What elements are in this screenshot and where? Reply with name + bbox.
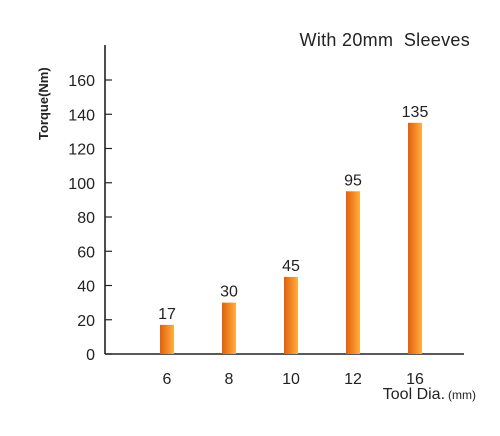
y-tick-label: 100 bbox=[68, 176, 95, 193]
bar bbox=[222, 302, 236, 354]
data-label: 17 bbox=[158, 306, 176, 323]
y-tick-label: 160 bbox=[68, 73, 95, 90]
x-axis-ticks: 6 8 10 12 16 bbox=[163, 371, 424, 388]
y-tick-label: 80 bbox=[77, 210, 95, 227]
y-tick-label: 140 bbox=[68, 107, 95, 124]
bar bbox=[284, 276, 298, 354]
data-label: 95 bbox=[344, 172, 362, 189]
y-tick-label: 0 bbox=[86, 347, 95, 364]
bar bbox=[346, 191, 360, 354]
x-tick-label: 10 bbox=[282, 371, 300, 388]
x-tick-label: 8 bbox=[225, 371, 234, 388]
x-tick-label: 16 bbox=[406, 371, 424, 388]
bars: 17 30 45 95 135 bbox=[158, 104, 428, 354]
y-tick-label: 120 bbox=[68, 142, 95, 159]
data-label: 45 bbox=[282, 258, 300, 275]
bar bbox=[160, 324, 174, 354]
data-label: 30 bbox=[220, 284, 238, 301]
chart-title: With 20mm Sleeves bbox=[299, 30, 470, 50]
y-tick-label: 60 bbox=[77, 244, 95, 261]
y-axis-ticks: 0 20 40 60 80 100 120 140 160 bbox=[68, 73, 112, 364]
y-tick-label: 40 bbox=[77, 279, 95, 296]
data-label: 135 bbox=[402, 104, 429, 121]
x-axis-title-text: Tool Dia. bbox=[382, 386, 446, 403]
x-axis-unit: (mm) bbox=[448, 388, 476, 402]
x-tick-label: 12 bbox=[344, 371, 362, 388]
y-tick-label: 20 bbox=[77, 313, 95, 330]
x-axis-title: Tool Dia. (mm) bbox=[383, 386, 476, 404]
bar bbox=[408, 122, 422, 354]
x-tick-label: 6 bbox=[163, 371, 172, 388]
